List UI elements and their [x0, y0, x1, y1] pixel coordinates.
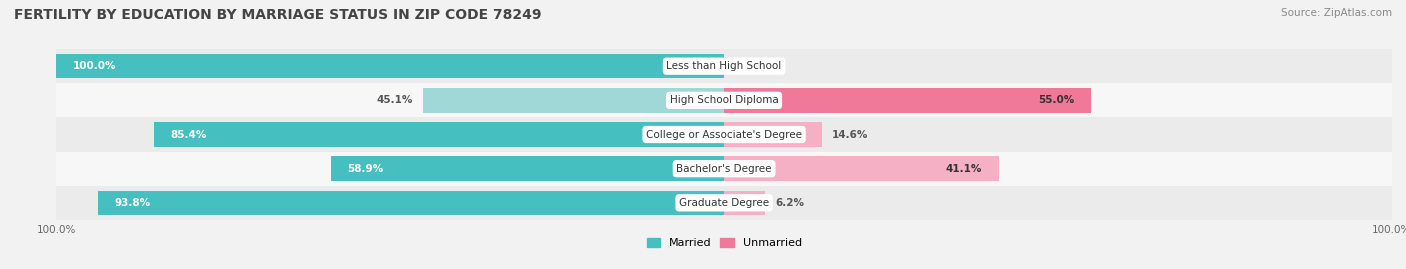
Text: 93.8%: 93.8%	[114, 198, 150, 208]
Text: Source: ZipAtlas.com: Source: ZipAtlas.com	[1281, 8, 1392, 18]
Text: Bachelor's Degree: Bachelor's Degree	[676, 164, 772, 174]
Text: 45.1%: 45.1%	[377, 95, 413, 105]
Text: 58.9%: 58.9%	[347, 164, 384, 174]
Text: 100.0%: 100.0%	[73, 61, 117, 71]
Bar	[153, 122, 724, 147]
Text: Less than High School: Less than High School	[666, 61, 782, 71]
Text: FERTILITY BY EDUCATION BY MARRIAGE STATUS IN ZIP CODE 78249: FERTILITY BY EDUCATION BY MARRIAGE STATU…	[14, 8, 541, 22]
Bar	[330, 156, 724, 181]
Text: 41.1%: 41.1%	[945, 164, 981, 174]
Bar	[724, 156, 998, 181]
Bar	[56, 186, 1392, 220]
Bar	[724, 88, 1091, 113]
Bar	[724, 122, 821, 147]
Text: 6.2%: 6.2%	[776, 198, 804, 208]
Bar	[56, 83, 1392, 118]
Text: High School Diploma: High School Diploma	[669, 95, 779, 105]
Bar	[56, 54, 724, 79]
Bar	[724, 190, 765, 215]
Legend: Married, Unmarried: Married, Unmarried	[643, 233, 806, 253]
Bar	[97, 190, 724, 215]
Text: Graduate Degree: Graduate Degree	[679, 198, 769, 208]
Bar	[423, 88, 724, 113]
Text: 14.6%: 14.6%	[831, 129, 868, 140]
Bar	[56, 151, 1392, 186]
Text: 55.0%: 55.0%	[1039, 95, 1074, 105]
Text: 85.4%: 85.4%	[170, 129, 207, 140]
Bar	[56, 118, 1392, 151]
Text: College or Associate's Degree: College or Associate's Degree	[647, 129, 801, 140]
Bar	[56, 49, 1392, 83]
